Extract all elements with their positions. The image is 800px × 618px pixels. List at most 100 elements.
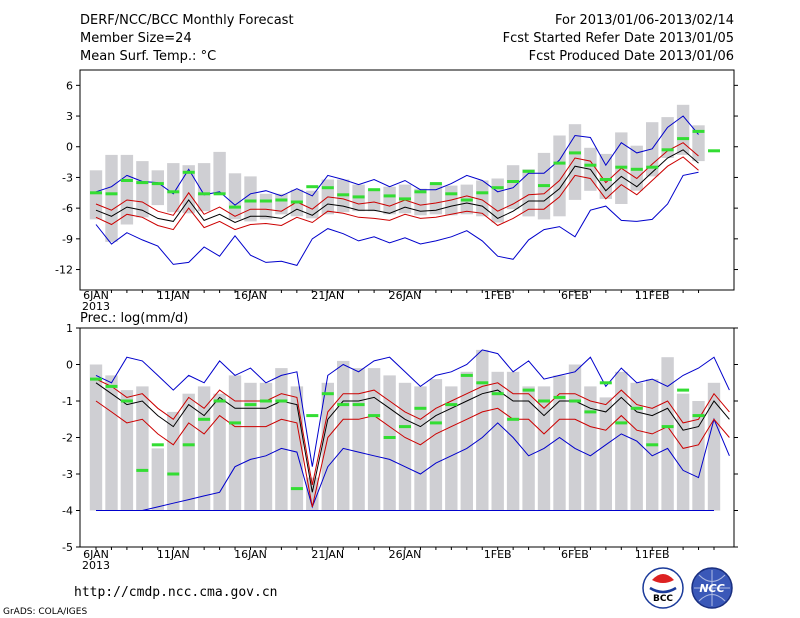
temp-spread-bar	[89, 170, 103, 220]
bcc-logo-text: BCC	[653, 594, 673, 604]
temp-obs-mark	[151, 182, 164, 186]
temp-obs-mark	[337, 193, 350, 197]
prec-spread-bar	[136, 386, 149, 511]
prec-xtick-label: 21JAN	[311, 548, 344, 561]
prec-obs-mark	[491, 392, 504, 396]
temp-obs-mark	[429, 182, 442, 186]
prec-spread-bar	[414, 386, 427, 511]
temp-spread-bar	[676, 104, 690, 155]
prec-xtick-label: 11JAN	[157, 548, 190, 561]
temp-obs-mark	[136, 181, 149, 185]
prec-spread-bar	[506, 371, 520, 511]
prec-obs-mark	[244, 403, 257, 407]
temp-obs-mark	[476, 191, 489, 195]
prec-obs-mark	[429, 421, 442, 425]
temp-obs-mark	[229, 205, 241, 209]
prec-mean-line	[95, 382, 730, 493]
temp-spread-bar	[306, 190, 319, 219]
prec-ytick-label: -5	[62, 541, 73, 554]
temp-xtick-label: 6FEB	[561, 289, 589, 302]
temp-xtick-label: 26JAN	[389, 289, 422, 302]
temp-obs-mark	[491, 186, 504, 190]
temp-spread-bar	[151, 170, 164, 206]
temp-min-line	[95, 171, 699, 266]
temp-ytick-label: -12	[55, 264, 73, 277]
prec-xtick-label: 16JAN	[234, 548, 267, 561]
temp-xtick-label: 21JAN	[311, 289, 344, 302]
prec-upper-line	[95, 378, 730, 486]
temp-spread-bar	[244, 176, 257, 222]
temp-obs-mark	[646, 165, 659, 169]
temp-obs-mark	[538, 184, 550, 188]
prec-spread-bar	[568, 364, 582, 511]
prec-obs-mark	[399, 425, 411, 429]
prec-ytick-label: 1	[66, 322, 73, 335]
temp-obs-mark	[182, 170, 195, 174]
prec-xtick-label: 6FEB	[561, 548, 589, 561]
prec-spread-bar	[321, 382, 334, 511]
prec-max-line	[95, 349, 730, 467]
temp-obs-mark	[399, 197, 411, 201]
prec-obs-mark	[584, 410, 597, 414]
website-url: http://cmdp.ncc.cma.gov.cn	[74, 585, 278, 600]
prec-spread-bar	[599, 397, 612, 511]
forecast-produced-label: Fcst Produced Date 2013/01/06	[529, 49, 734, 64]
temp-obs-mark	[383, 194, 396, 198]
prec-obs-mark	[646, 443, 659, 447]
temp-xtick-label: 16JAN	[234, 289, 267, 302]
prec-ytick-label: 0	[66, 359, 73, 372]
temp-obs-mark	[198, 192, 211, 196]
temp-max-line	[95, 115, 699, 206]
temp-upper-line	[95, 142, 699, 217]
prec-spread-bar	[197, 386, 211, 511]
temp-obs-mark	[615, 165, 628, 169]
temp-obs-mark	[321, 186, 334, 190]
grads-credit: GrADS: COLA/IGES	[3, 607, 87, 617]
prec-obs-mark	[383, 436, 396, 439]
prec-xtick-label: 6JAN	[83, 548, 109, 561]
prec-spread-bar	[259, 382, 273, 511]
temp-obs-mark	[414, 190, 427, 194]
prec-obs-mark	[275, 399, 288, 403]
prec-obs-mark	[677, 388, 690, 392]
prec-spread-bar	[615, 371, 628, 511]
temp-obs-mark	[306, 185, 319, 189]
prec-obs-mark	[337, 403, 350, 407]
prec-spread-bar	[275, 368, 288, 511]
temp-ytick-label: 3	[66, 110, 73, 123]
temp-obs-mark	[553, 161, 566, 165]
prec-obs-mark	[136, 468, 149, 472]
prec-xtick-label: 26JAN	[389, 548, 422, 561]
prec-spread-bar	[676, 393, 690, 511]
prec-spread-bar	[167, 411, 180, 511]
prec-obs-mark	[352, 403, 365, 407]
temp-obs-mark	[507, 180, 520, 183]
prec-xtick-label: 1FEB	[484, 548, 512, 561]
prec-spread-bar	[445, 386, 458, 511]
prec-ytick-label: -3	[62, 468, 73, 481]
precipitation-plot: 1 0 -1 -2 -3 -4 -5 6JAN 11JAN 16JAN 21JAN 26JAN 1FEB…	[62, 322, 738, 572]
prec-ytick-label: -4	[62, 505, 73, 518]
temp-spread-bar	[692, 125, 705, 162]
temp-obs-mark	[569, 151, 581, 155]
prec-obs-mark	[522, 388, 535, 392]
prec-spread-bar	[105, 375, 118, 511]
temp-spread-bar	[568, 124, 582, 200]
prec-spread-bar	[630, 382, 643, 511]
precip-variable-label: Prec.: log(mm/d)	[80, 311, 188, 326]
prec-spread-bar	[151, 448, 164, 511]
prec-lower-line	[95, 400, 730, 508]
temp-xtick-label: 11JAN	[157, 289, 190, 302]
temp-spread-bar	[120, 154, 134, 225]
prec-obs-mark	[167, 472, 180, 476]
temp-spread-bar	[259, 193, 273, 220]
variable-label: Mean Surf. Temp.: °C	[80, 49, 216, 64]
temp-spread-bar	[414, 188, 427, 216]
prec-obs-mark	[290, 487, 303, 491]
temp-obs-mark	[275, 198, 288, 202]
ncc-logo: NCC	[691, 567, 733, 609]
prec-spread-bar	[460, 371, 473, 511]
temp-spread-bar	[367, 188, 381, 212]
temp-spread-bar	[167, 163, 180, 213]
prec-obs-mark	[460, 373, 473, 377]
